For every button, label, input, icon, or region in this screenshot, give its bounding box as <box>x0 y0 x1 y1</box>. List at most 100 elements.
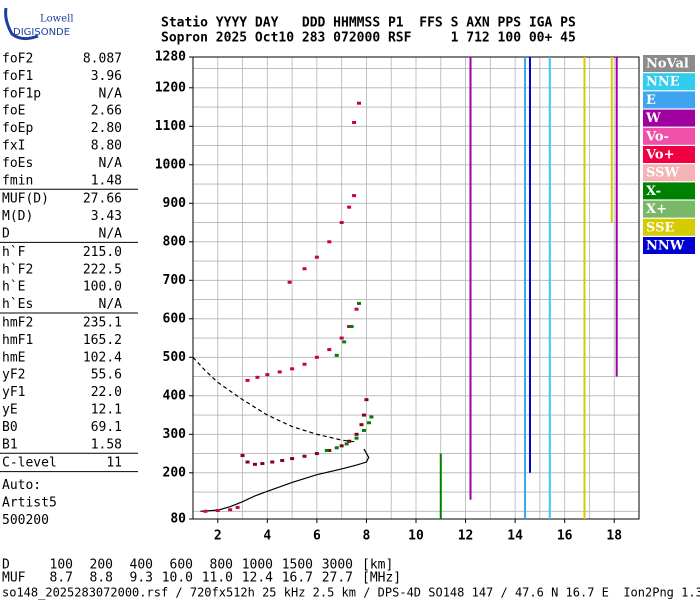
unit: [km] <box>362 558 393 573</box>
param-value: 222.5 <box>83 262 122 277</box>
muf: 16.7 <box>282 571 313 586</box>
x-tick-label: 6 <box>313 529 321 544</box>
param-name: C-level <box>2 456 57 471</box>
legend-label: NNE <box>646 75 680 90</box>
legend-swatch <box>643 109 695 127</box>
legend-label: Vo- <box>645 129 669 144</box>
y-tick-label: 900 <box>163 196 187 211</box>
param-value: 235.1 <box>83 316 122 331</box>
x-tick-label: 8 <box>363 529 371 544</box>
echo <box>327 348 332 352</box>
echo <box>361 428 366 432</box>
echo <box>359 423 364 427</box>
legend-swatch <box>643 73 695 91</box>
y-tick-label: 1200 <box>155 80 186 95</box>
legend-swatch <box>643 218 695 236</box>
echo <box>203 509 208 513</box>
echo <box>339 336 344 340</box>
param-value: 1.48 <box>91 173 122 188</box>
echo <box>240 453 245 457</box>
echo <box>215 509 220 513</box>
echo <box>366 421 371 425</box>
y-tick-label: 1100 <box>155 119 186 134</box>
param-value: 22.0 <box>91 385 122 400</box>
y-tick-label: 700 <box>163 273 187 288</box>
x-tick-label: 4 <box>263 529 271 544</box>
profile <box>200 448 370 512</box>
y-tick-label: 400 <box>163 388 187 403</box>
echo <box>342 340 347 344</box>
muf: 8.7 <box>50 571 73 586</box>
echo <box>357 301 362 305</box>
header-line: Sopron 2025 Oct10 283 072000 RSF 1 712 1… <box>161 31 576 46</box>
param-name: fmin <box>2 173 33 188</box>
param-value: N/A <box>99 227 123 242</box>
echo <box>354 432 359 436</box>
param-value: 3.43 <box>91 209 122 224</box>
unit: [MHz] <box>362 571 401 586</box>
param-name: foEs <box>2 156 33 171</box>
echo <box>369 415 374 419</box>
legend-label: SSE <box>646 220 674 235</box>
param-value: 165.2 <box>83 333 122 348</box>
muf: 11.0 <box>202 571 233 586</box>
echo <box>344 442 349 446</box>
distance: 100 <box>50 558 73 573</box>
param-value: 215.0 <box>83 245 122 260</box>
echo <box>255 375 260 379</box>
echo <box>280 458 285 462</box>
x-tick-label: 2 <box>214 529 222 544</box>
legend-swatch <box>643 55 695 72</box>
echo <box>235 505 240 509</box>
param-value: 11 <box>106 456 122 471</box>
logo-mark <box>4 7 39 41</box>
echo <box>361 413 366 417</box>
param-value: 100.0 <box>83 280 122 295</box>
param-name: h`F <box>2 245 26 260</box>
legend-swatch <box>643 91 695 109</box>
echo <box>347 439 352 443</box>
echo <box>228 508 233 512</box>
param-name: h`E <box>2 280 25 295</box>
param-name: foF1p <box>2 86 41 101</box>
x-tick-label: 16 <box>557 529 573 544</box>
echo <box>357 101 362 105</box>
echo <box>265 373 270 377</box>
param-name: MUF(D) <box>2 192 49 207</box>
footer: so148_2025283072000.rsf / 720fx512h 25 k… <box>2 586 700 600</box>
row-label: D <box>2 558 10 573</box>
legend-label: E <box>646 93 656 108</box>
y-tick-label: 200 <box>163 465 187 480</box>
param-name: M(D) <box>2 209 33 224</box>
muf: 9.3 <box>130 571 153 586</box>
param-name: foEp <box>2 121 33 136</box>
legend-swatch <box>643 200 695 218</box>
y-tick-label: 800 <box>163 234 187 249</box>
auto-text: Auto: <box>2 478 41 493</box>
legend-label: Vo+ <box>645 148 674 163</box>
distance: 600 <box>170 558 193 573</box>
legend-label: X+ <box>646 202 667 217</box>
echo <box>347 325 352 328</box>
echo <box>334 446 339 450</box>
distance: 800 <box>210 558 233 573</box>
auto-text: 500200 <box>2 513 49 528</box>
legend-label: X- <box>646 184 661 199</box>
param-value: 3.96 <box>91 69 122 84</box>
param-name: yF1 <box>2 385 25 400</box>
auto-text: Artist5 <box>2 496 57 511</box>
echo <box>354 436 359 440</box>
y-tick-label: 500 <box>163 350 187 365</box>
x-tick-label: 12 <box>458 529 474 544</box>
param-value: 27.66 <box>83 192 122 207</box>
echo <box>354 307 359 311</box>
echo <box>349 325 354 328</box>
param-name: foE <box>2 104 25 119</box>
param-value: 8.80 <box>91 139 122 154</box>
y-tick-label: 1000 <box>155 157 186 172</box>
distance: 200 <box>90 558 113 573</box>
echo <box>302 454 307 458</box>
echo <box>327 448 332 452</box>
distance: 1500 <box>282 558 313 573</box>
logo-text: Lowell <box>40 14 74 25</box>
